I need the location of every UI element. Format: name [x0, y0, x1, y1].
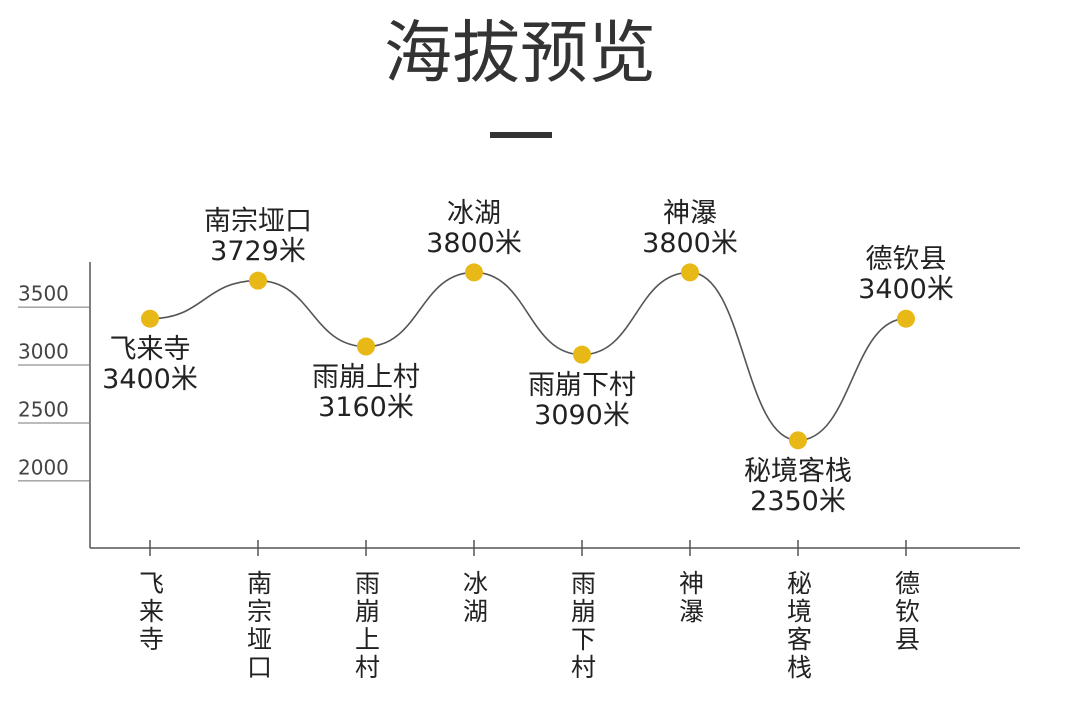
point-name-label: 神瀑 [663, 198, 717, 229]
value-label: 2350米 [750, 486, 846, 517]
point [465, 263, 483, 282]
line [149, 271, 907, 442]
title-divider [490, 132, 552, 138]
point-name-label: 冰湖 [447, 198, 501, 229]
point [681, 263, 699, 282]
point-name-label: 雨崩上村 [312, 362, 420, 393]
point-name-label: 飞来寺 [110, 334, 191, 365]
x-tick-label: 雨崩上村 [352, 570, 381, 682]
x-tick-label: 雨崩下村 [568, 570, 597, 682]
x-tick-label: 神瀑 [676, 570, 705, 626]
value-label: 3090米 [534, 400, 630, 431]
point [141, 309, 159, 328]
y-tick-label: 3000 [18, 340, 69, 364]
point [897, 309, 915, 328]
point-name-label: 秘境客栈 [744, 456, 852, 487]
value-label: 3160米 [318, 392, 414, 423]
point-name-label: 南宗垭口 [204, 206, 312, 237]
y-tick-label: 3500 [18, 282, 69, 306]
x-tick-label: 德钦县 [892, 570, 921, 654]
y-tick-label: 2000 [18, 455, 69, 479]
value-label: 3800米 [642, 228, 738, 259]
x-tick-label: 飞来寺 [136, 570, 165, 654]
value-label: 3400米 [102, 364, 198, 395]
chart-title: 海拔预览 [384, 15, 656, 94]
point [573, 345, 591, 364]
value-label: 3729米 [210, 236, 306, 267]
point-name-label: 德钦县 [866, 244, 947, 275]
point [789, 431, 807, 450]
x-tick-label: 秘境客栈 [784, 570, 813, 682]
point-name-label: 雨崩下村 [528, 370, 636, 401]
x-tick-label: 南宗垭口 [244, 570, 273, 682]
point [249, 271, 267, 290]
y-tick-label: 2500 [18, 397, 69, 421]
value-label: 3400米 [858, 274, 954, 305]
point [357, 337, 375, 356]
x-tick-label: 冰湖 [460, 570, 489, 626]
value-label: 3800米 [426, 228, 522, 259]
